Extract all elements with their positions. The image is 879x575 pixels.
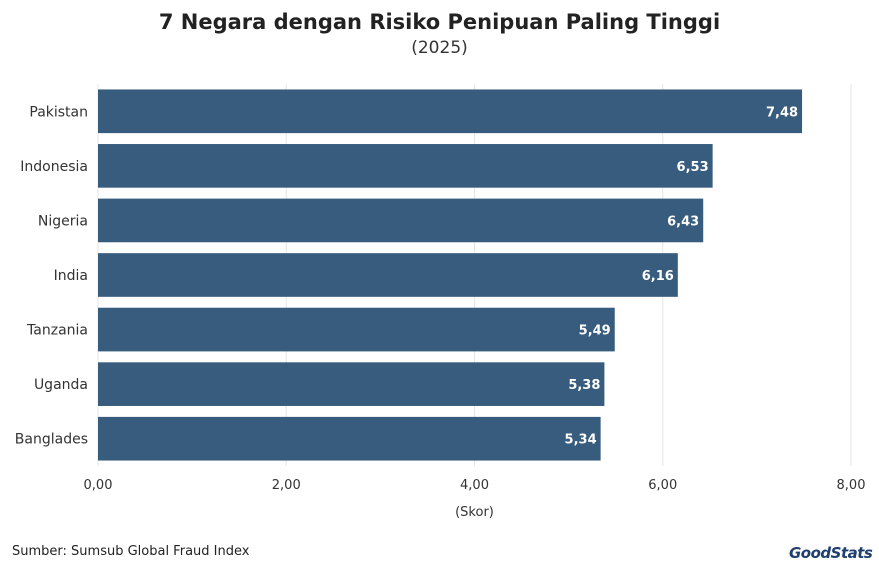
category-label: Nigeria — [38, 213, 88, 229]
x-tick-label: 0,00 — [84, 478, 113, 493]
x-tick-label: 6,00 — [648, 478, 677, 493]
bar — [98, 89, 803, 134]
value-label: 7,48 — [766, 105, 798, 120]
bar-chart: 0,00 2,00 4,00 6,00 8,00 (Skor) Pakistan 7,48 In… — [15, 84, 866, 520]
bar — [98, 307, 615, 352]
bars — [98, 89, 803, 461]
category-label: Tanzania — [26, 323, 88, 339]
value-label: 5,49 — [579, 324, 611, 339]
x-tick-label: 8,00 — [837, 478, 866, 493]
category-label: India — [54, 268, 88, 284]
value-label: 6,16 — [642, 269, 674, 284]
x-tick-label: 2,00 — [272, 478, 301, 493]
chart-title: 7 Negara dengan Risiko Penipuan Paling T… — [158, 10, 721, 34]
category-label: Uganda — [34, 377, 88, 393]
chart-subtitle: (2025) — [411, 38, 468, 58]
x-tick-label: 4,00 — [460, 478, 489, 493]
goodstats-logo: GoodStats — [789, 544, 873, 562]
bar — [98, 362, 605, 406]
value-label: 5,34 — [565, 433, 597, 448]
value-label: 6,53 — [677, 160, 709, 175]
labels: 0,00 2,00 4,00 6,00 8,00 (Skor) Pakistan 7,48 In… — [15, 104, 866, 520]
bar — [98, 253, 678, 297]
source-note: Sumber: Sumsub Global Fraud Index — [12, 544, 250, 559]
category-label: Pakistan — [29, 104, 88, 120]
bar — [98, 144, 713, 188]
category-label: Banglades — [15, 432, 88, 448]
value-label: 5,38 — [568, 378, 600, 393]
value-label: 6,43 — [667, 214, 699, 229]
bar — [98, 416, 601, 461]
bar — [98, 198, 704, 243]
x-axis-title: (Skor) — [455, 505, 494, 520]
category-label: Indonesia — [20, 159, 88, 175]
